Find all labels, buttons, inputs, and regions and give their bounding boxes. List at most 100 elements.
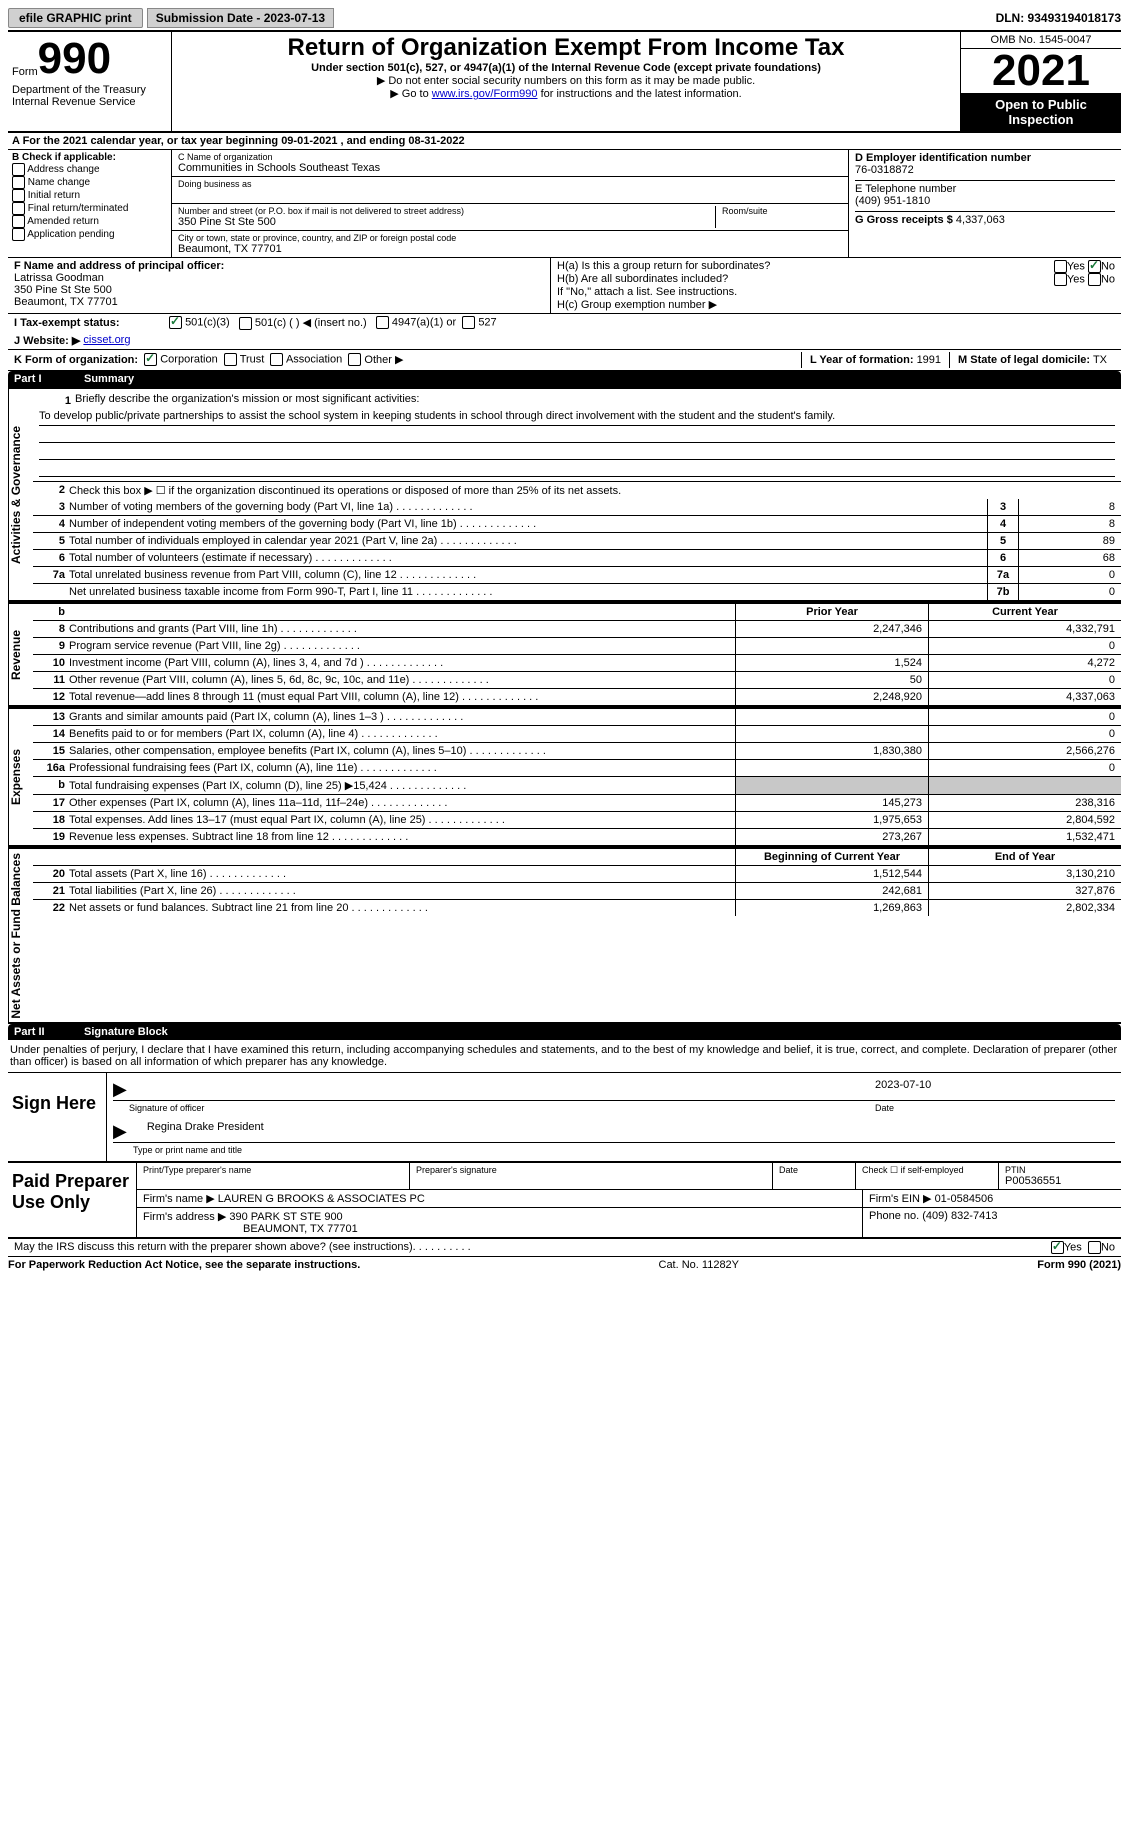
mission-text: To develop public/private partnerships t… <box>39 409 1115 426</box>
submission-date-label: Submission Date - 2023-07-13 <box>147 8 334 28</box>
state-domicile: TX <box>1093 354 1107 366</box>
dept-line-1: Department of the Treasury <box>12 84 167 96</box>
chk-initial-return[interactable]: Initial return <box>12 189 167 202</box>
prep-sig-label: Preparer's signature <box>416 1165 766 1175</box>
line-2-label: Check this box ▶ ☐ if the organization d… <box>69 482 1121 499</box>
summary-row-6: 6Total number of volunteers (estimate if… <box>33 550 1121 567</box>
org-name: Communities in Schools Southeast Texas <box>178 162 842 174</box>
form-word: Form <box>12 66 38 78</box>
ptin-label: PTIN <box>1005 1165 1115 1175</box>
city-label: City or town, state or province, country… <box>178 233 842 243</box>
org-city: Beaumont, TX 77701 <box>178 243 842 255</box>
chk-app-pending[interactable]: Application pending <box>12 228 167 241</box>
h-c-label: H(c) Group exemption number ▶ <box>557 298 1115 311</box>
firm-addr-1: 390 PARK ST STE 900 <box>229 1211 342 1223</box>
discuss-yes[interactable]: Yes <box>1051 1241 1082 1254</box>
efile-button[interactable]: efile GRAPHIC print <box>8 8 143 28</box>
chk-501c3[interactable]: 501(c)(3) <box>169 316 230 329</box>
vtab-activities: Activities & Governance <box>8 389 33 600</box>
row-a-period: A For the 2021 calendar year, or tax yea… <box>8 133 1121 150</box>
chk-final-return[interactable]: Final return/terminated <box>12 202 167 215</box>
summary-net-assets: Net Assets or Fund Balances Beginning of… <box>8 847 1121 1025</box>
firm-name-label: Firm's name ▶ <box>143 1193 215 1205</box>
ptin-value: P00536551 <box>1005 1175 1115 1187</box>
sign-here-section: Sign Here ▶ 2023-07-10 Signature of offi… <box>8 1073 1121 1163</box>
summary-row-11: 11Other revenue (Part VIII, column (A), … <box>33 672 1121 689</box>
box-f: F Name and address of principal officer:… <box>8 258 551 313</box>
chk-other[interactable]: Other ▶ <box>348 353 403 367</box>
sig-date-label: Date <box>875 1103 1115 1113</box>
box-h: H(a) Is this a group return for subordin… <box>551 258 1121 313</box>
page-footer: For Paperwork Reduction Act Notice, see … <box>8 1257 1121 1273</box>
year-formation: 1991 <box>917 354 941 366</box>
col-b-checkboxes: B Check if applicable: Address change Na… <box>8 150 172 257</box>
sig-date: 2023-07-10 <box>875 1079 1115 1100</box>
footer-right: Form 990 (2021) <box>1037 1259 1121 1271</box>
firm-ein-label: Firm's EIN ▶ <box>869 1193 932 1205</box>
sig-arrow-icon: ▶ <box>113 1079 127 1100</box>
summary-expenses: Expenses 13Grants and similar amounts pa… <box>8 707 1121 847</box>
firm-name: LAUREN G BROOKS & ASSOCIATES PC <box>218 1193 425 1205</box>
form-header: Form 990 Department of the Treasury Inte… <box>8 32 1121 133</box>
summary-row-13: 13Grants and similar amounts paid (Part … <box>33 709 1121 726</box>
summary-row-15: 15Salaries, other compensation, employee… <box>33 743 1121 760</box>
chk-501c[interactable]: 501(c) ( ) ◀ (insert no.) <box>239 316 367 330</box>
officer-addr-2: Beaumont, TX 77701 <box>14 296 118 308</box>
print-name-label: Type or print name and title <box>113 1145 1115 1155</box>
prep-name-label: Print/Type preparer's name <box>143 1165 403 1175</box>
firm-addr-2: BEAUMONT, TX 77701 <box>143 1223 358 1235</box>
summary-row-12: 12Total revenue—add lines 8 through 11 (… <box>33 689 1121 705</box>
summary-row-7b: Net unrelated business taxable income fr… <box>33 584 1121 600</box>
line-1-label: Briefly describe the organization's miss… <box>75 393 419 409</box>
part-2-header: Part II Signature Block <box>8 1024 1121 1040</box>
website-link[interactable]: cisset.org <box>83 334 130 346</box>
h-a-yes[interactable]: Yes <box>1054 260 1085 273</box>
summary-row-18: 18Total expenses. Add lines 13–17 (must … <box>33 812 1121 829</box>
chk-4947[interactable]: 4947(a)(1) or <box>376 316 456 329</box>
summary-activities: Activities & Governance 1 Briefly descri… <box>8 387 1121 602</box>
prior-year-hdr: Prior Year <box>735 604 928 620</box>
begin-year-hdr: Beginning of Current Year <box>735 849 928 865</box>
chk-assoc[interactable]: Association <box>270 353 342 366</box>
vtab-expenses: Expenses <box>8 709 33 845</box>
irs-link[interactable]: www.irs.gov/Form990 <box>432 88 538 100</box>
summary-row-9: 9Program service revenue (Part VIII, lin… <box>33 638 1121 655</box>
h-b-no[interactable]: No <box>1088 273 1115 286</box>
col-d-ids: D Employer identification number 76-0318… <box>849 150 1121 257</box>
dept-line-2: Internal Revenue Service <box>12 96 167 108</box>
instr-1: ▶ Do not enter social security numbers o… <box>178 74 954 87</box>
gross-label: G Gross receipts $ <box>855 214 953 226</box>
h-a-no[interactable]: No <box>1088 260 1115 273</box>
vtab-net: Net Assets or Fund Balances <box>8 849 33 1023</box>
instr-2: ▶ Go to www.irs.gov/Form990 for instruct… <box>178 87 954 100</box>
summary-row-22: 22Net assets or fund balances. Subtract … <box>33 900 1121 916</box>
chk-corp[interactable]: Corporation <box>144 353 218 366</box>
discuss-no[interactable]: No <box>1088 1241 1115 1254</box>
tel-value: (409) 951-1810 <box>855 195 1115 207</box>
sig-arrow-icon-2: ▶ <box>113 1121 127 1142</box>
chk-527[interactable]: 527 <box>462 316 496 329</box>
prep-self-label: Check ☐ if self-employed <box>862 1165 992 1176</box>
col-c-org-info: C Name of organization Communities in Sc… <box>172 150 849 257</box>
footer-cat: Cat. No. 11282Y <box>659 1259 740 1271</box>
h-b-label: H(b) Are all subordinates included? <box>557 273 1054 286</box>
summary-row-17: 17Other expenses (Part IX, column (A), l… <box>33 795 1121 812</box>
chk-address-change[interactable]: Address change <box>12 163 167 176</box>
chk-amended[interactable]: Amended return <box>12 215 167 228</box>
info-grid: B Check if applicable: Address change Na… <box>8 150 1121 258</box>
footer-left: For Paperwork Reduction Act Notice, see … <box>8 1259 360 1271</box>
chk-trust[interactable]: Trust <box>224 353 265 366</box>
firm-addr-label: Firm's address ▶ <box>143 1211 226 1223</box>
org-name-label: C Name of organization <box>178 152 842 162</box>
signature-intro: Under penalties of perjury, I declare th… <box>8 1040 1121 1073</box>
form-number: 990 <box>38 34 111 84</box>
firm-ein: 01-0584506 <box>935 1193 994 1205</box>
gross-value: 4,337,063 <box>956 214 1005 226</box>
summary-row-19: 19Revenue less expenses. Subtract line 1… <box>33 829 1121 845</box>
sign-here-label: Sign Here <box>8 1073 107 1161</box>
h-b-yes[interactable]: Yes <box>1054 273 1085 286</box>
summary-row-4: 4Number of independent voting members of… <box>33 516 1121 533</box>
officer-name: Latrissa Goodman <box>14 272 104 284</box>
summary-row-8: 8Contributions and grants (Part VIII, li… <box>33 621 1121 638</box>
chk-name-change[interactable]: Name change <box>12 176 167 189</box>
